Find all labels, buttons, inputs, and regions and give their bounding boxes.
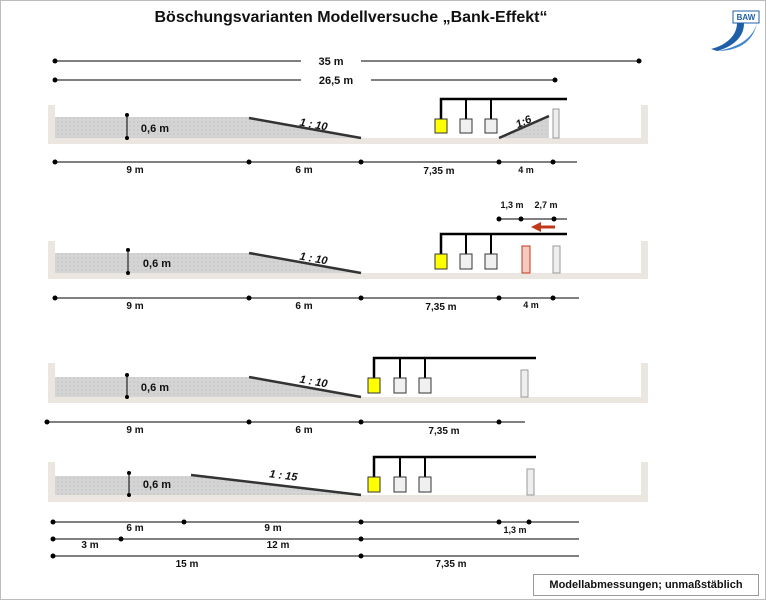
foreshore-fill [55, 377, 361, 397]
svg-text:6 m: 6 m [295, 301, 312, 312]
gauge-rig [434, 232, 567, 270]
probe [459, 253, 473, 270]
slope-line [248, 116, 362, 140]
gauge-rig [367, 455, 536, 493]
dimension-line: 9 m 6 m 7,35 m 4 m [52, 295, 579, 313]
overall-dimension-total: 35 m [52, 56, 642, 68]
probe [484, 118, 498, 134]
overall-total-label: 35 m [318, 56, 343, 68]
svg-text:7,35 m: 7,35 m [428, 426, 459, 437]
flume-basin [48, 363, 648, 403]
slope-line [248, 375, 362, 399]
depth-label: 0,6 m [143, 479, 171, 491]
depth-label: 0,6 m [141, 123, 169, 135]
gauge-rig [367, 356, 536, 394]
probe [418, 377, 432, 394]
baw-wave-logo-icon: BAW [711, 10, 760, 51]
slope-line [190, 473, 362, 497]
svg-text:4 m: 4 m [518, 165, 534, 175]
dimension-line: 9 m 6 m 7,35 m 4 m [52, 159, 577, 177]
top-dimension-line: 1,3 m 2,7 m [496, 200, 567, 222]
svg-text:15 m: 15 m [176, 559, 199, 570]
probe [418, 476, 432, 493]
svg-text:6 m: 6 m [295, 165, 312, 176]
svg-text:2,7 m: 2,7 m [534, 200, 557, 210]
slope-label: 1 : 15 [269, 468, 299, 483]
probe-yellow [367, 476, 381, 493]
dimension-line-2: 3 m 12 m [50, 536, 579, 551]
svg-text:6 m: 6 m [126, 523, 143, 534]
depth-label: 0,6 m [143, 258, 171, 270]
flow-direction-arrow [531, 222, 555, 232]
variant-4: 1 : 15 0,6 m 6 m 9 m 1,3 m [48, 455, 648, 570]
slope-label: 1 : 10 [299, 251, 330, 268]
foreshore-fill [55, 253, 361, 273]
svg-text:4 m: 4 m [523, 300, 539, 310]
dimension-line: 9 m 6 m 7,35 m [44, 419, 525, 437]
probe [484, 253, 498, 270]
wall-block [552, 245, 561, 274]
scale-note: Modellabmessungen; unmaßstäblich [533, 574, 759, 596]
slope-line [248, 251, 362, 275]
overall-dimension-flume: 26,5 m [52, 75, 558, 87]
dimension-line: 6 m 9 m 1,3 m [50, 519, 579, 535]
slope-label: 1 : 10 [299, 117, 330, 134]
variant-2: 1,3 m 2,7 m 1 : 10 0,6 m [48, 200, 648, 313]
probe-yellow [367, 377, 381, 394]
svg-text:12 m: 12 m [267, 540, 290, 551]
flume-basin [48, 105, 648, 144]
variant-3: 1 : 10 0,6 m 9 m 6 m 7,35 m [44, 356, 648, 437]
probe-yellow [434, 118, 448, 134]
probe [459, 118, 473, 134]
gauge-rig [434, 97, 567, 134]
bank-block-red [521, 245, 531, 274]
svg-text:6 m: 6 m [295, 425, 312, 436]
foreshore-fill [55, 117, 361, 138]
svg-text:1,3 m: 1,3 m [500, 200, 523, 210]
flume-basin [48, 462, 648, 502]
svg-text:9 m: 9 m [264, 523, 281, 534]
probe [393, 377, 407, 394]
slope-label: 1 : 10 [299, 374, 330, 391]
wall-block [552, 108, 560, 139]
svg-text:9 m: 9 m [126, 425, 143, 436]
flume-basin [48, 241, 648, 279]
svg-text:9 m: 9 m [126, 165, 143, 176]
overall-flume-label: 26,5 m [319, 75, 353, 87]
logo-text: BAW [737, 13, 756, 22]
svg-text:7,35 m: 7,35 m [425, 302, 456, 313]
variant-1: 1 : 10 0,6 m 1:6 9 m [48, 97, 648, 177]
svg-text:7,35 m: 7,35 m [435, 559, 466, 570]
probe [393, 476, 407, 493]
svg-text:7,35 m: 7,35 m [423, 166, 454, 177]
foreshore-fill [55, 476, 361, 495]
svg-text:1,3 m: 1,3 m [503, 525, 526, 535]
wall-block [526, 468, 535, 496]
dimension-line-3: 15 m 7,35 m [50, 553, 579, 570]
svg-text:3 m: 3 m [81, 540, 98, 551]
svg-text:9 m: 9 m [126, 301, 143, 312]
page-title: Böschungsvarianten Modellversuche „Bank-… [154, 9, 548, 26]
probe-yellow [434, 253, 448, 270]
depth-label: 0,6 m [141, 382, 169, 394]
wall-block [520, 369, 529, 398]
